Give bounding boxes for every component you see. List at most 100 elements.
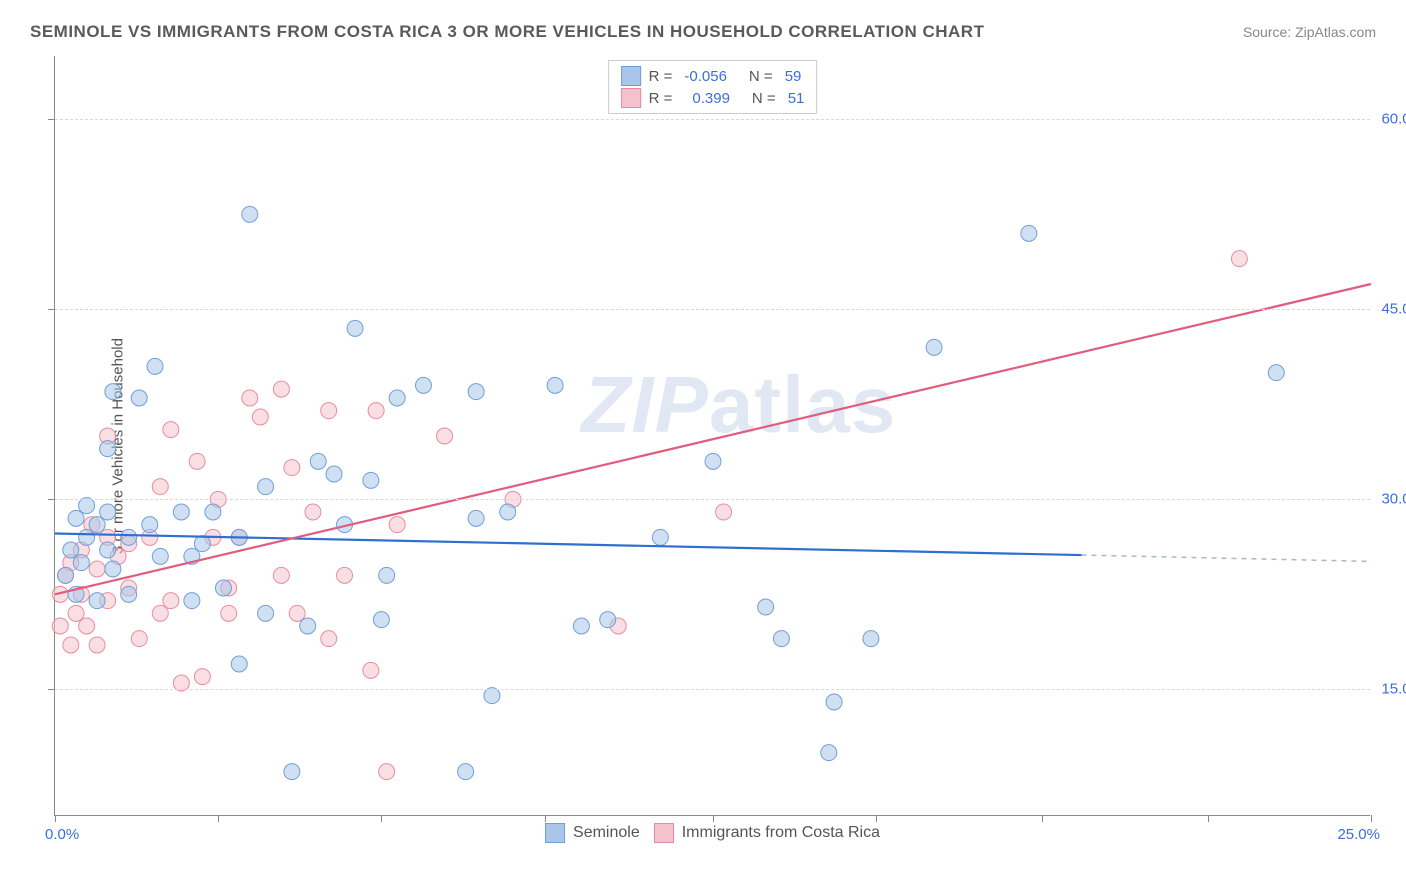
scatter-point	[373, 612, 389, 628]
scatter-point	[242, 390, 258, 406]
scatter-point	[1268, 365, 1284, 381]
n-value-pink: 51	[784, 90, 805, 107]
chart-title: SEMINOLE VS IMMIGRANTS FROM COSTA RICA 3…	[30, 22, 984, 42]
gridline	[55, 499, 1370, 500]
scatter-point	[1021, 225, 1037, 241]
scatter-point	[205, 504, 221, 520]
scatter-point	[173, 504, 189, 520]
legend-row-blue: R = -0.056 N = 59	[621, 65, 805, 87]
y-tick-label: 45.0%	[1381, 301, 1406, 318]
scatter-point	[215, 580, 231, 596]
scatter-point	[389, 517, 405, 533]
scatter-point	[821, 745, 837, 761]
r-label: R =	[649, 90, 673, 107]
swatch-pink-icon	[621, 88, 641, 108]
scatter-point	[252, 409, 268, 425]
scatter-point	[347, 320, 363, 336]
scatter-point	[100, 504, 116, 520]
x-tick	[1042, 815, 1043, 822]
x-tick	[713, 815, 714, 822]
scatter-point	[131, 631, 147, 647]
scatter-point	[89, 637, 105, 653]
y-tick-label: 15.0%	[1381, 681, 1406, 698]
regression-line-blue-dashed	[1081, 555, 1371, 561]
scatter-point	[321, 631, 337, 647]
scatter-point	[258, 605, 274, 621]
scatter-point	[458, 764, 474, 780]
x-tick	[381, 815, 382, 822]
r-value-pink: 0.399	[680, 90, 730, 107]
legend-label-pink: Immigrants from Costa Rica	[682, 824, 880, 842]
x-tick	[55, 815, 56, 822]
scatter-point	[705, 453, 721, 469]
scatter-point	[63, 542, 79, 558]
scatter-point	[52, 586, 68, 602]
scatter-point	[189, 453, 205, 469]
scatter-point	[100, 441, 116, 457]
source-attribution: Source: ZipAtlas.com	[1243, 24, 1376, 40]
scatter-point	[273, 381, 289, 397]
x-tick	[545, 815, 546, 822]
scatter-point	[194, 536, 210, 552]
scatter-point	[468, 510, 484, 526]
scatter-point	[152, 605, 168, 621]
scatter-point	[500, 504, 516, 520]
scatter-point	[284, 460, 300, 476]
scatter-point	[73, 555, 89, 571]
scatter-point	[121, 529, 137, 545]
source-label: Source:	[1243, 24, 1295, 40]
correlation-legend: R = -0.056 N = 59 R = 0.399 N = 51	[608, 60, 818, 114]
scatter-point	[121, 586, 137, 602]
scatter-point	[389, 390, 405, 406]
scatter-point	[147, 358, 163, 374]
scatter-point	[468, 384, 484, 400]
scatter-point	[1231, 251, 1247, 267]
gridline	[55, 119, 1370, 120]
series-legend: Seminole Immigrants from Costa Rica	[55, 823, 1370, 843]
scatter-point	[63, 637, 79, 653]
n-value-blue: 59	[781, 68, 802, 85]
swatch-blue-icon	[621, 66, 641, 86]
scatter-point	[415, 377, 431, 393]
x-tick	[1371, 815, 1372, 822]
scatter-point	[52, 618, 68, 634]
x-tick	[876, 815, 877, 822]
legend-label-blue: Seminole	[573, 824, 640, 842]
scatter-point	[652, 529, 668, 545]
scatter-point	[284, 764, 300, 780]
scatter-point	[105, 561, 121, 577]
scatter-point	[89, 561, 105, 577]
scatter-point	[68, 510, 84, 526]
scatter-point	[926, 339, 942, 355]
gridline	[55, 689, 1370, 690]
scatter-point	[152, 479, 168, 495]
chart-plot-area: R = -0.056 N = 59 R = 0.399 N = 51 ZIPat…	[54, 56, 1370, 816]
n-label: N =	[752, 90, 776, 107]
scatter-point	[184, 593, 200, 609]
scatter-point	[379, 567, 395, 583]
swatch-blue-icon	[545, 823, 565, 843]
scatter-point	[773, 631, 789, 647]
scatter-point	[105, 384, 121, 400]
scatter-point	[600, 612, 616, 628]
scatter-point	[163, 593, 179, 609]
scatter-point	[89, 593, 105, 609]
r-label: R =	[649, 68, 673, 85]
scatter-point	[131, 390, 147, 406]
y-tick	[48, 689, 55, 690]
scatter-point	[310, 453, 326, 469]
scatter-point	[100, 542, 116, 558]
scatter-point	[368, 403, 384, 419]
scatter-point	[142, 517, 158, 533]
scatter-point	[363, 472, 379, 488]
scatter-point	[258, 479, 274, 495]
scatter-point	[231, 656, 247, 672]
legend-item-blue: Seminole	[545, 823, 640, 843]
scatter-point	[68, 605, 84, 621]
scatter-point	[194, 669, 210, 685]
scatter-point	[273, 567, 289, 583]
y-tick	[48, 309, 55, 310]
scatter-point	[547, 377, 563, 393]
y-tick-label: 30.0%	[1381, 491, 1406, 508]
scatter-point	[242, 206, 258, 222]
